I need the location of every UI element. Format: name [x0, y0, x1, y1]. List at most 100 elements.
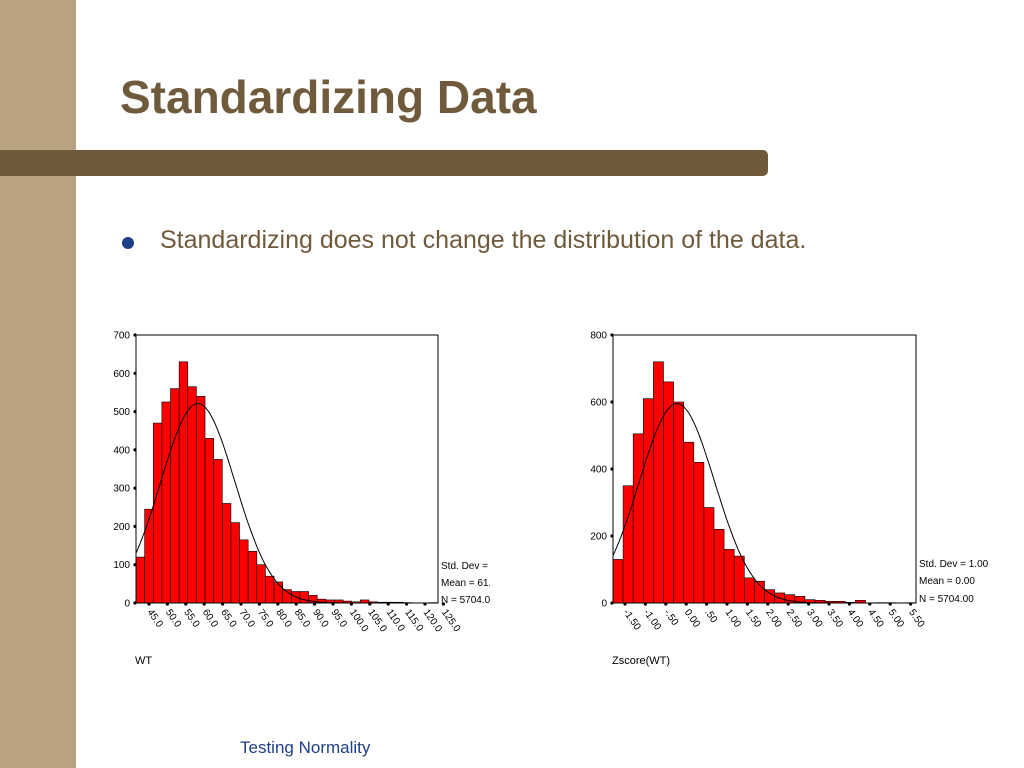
- histogram-wt-y-tick-label: 300: [113, 484, 130, 495]
- histogram-zscore-bar: [642, 398, 654, 604]
- histogram-wt-stat-std: Std. Dev = 11.14: [441, 561, 490, 572]
- histogram-zscore-stat-mean: Mean = 0.00: [919, 576, 975, 587]
- histogram-wt-bar: [196, 395, 206, 604]
- histogram-zscore-x-tick-mark: [725, 602, 729, 606]
- histogram-zscore-bar: [622, 485, 634, 604]
- histogram-zscore-y-tick-mark: [610, 333, 614, 337]
- histogram-zscore-x-label: Zscore(WT): [612, 655, 670, 667]
- histogram-wt-bar: [299, 591, 309, 604]
- histogram-zscore-x-tick-mark: [766, 602, 770, 606]
- histogram-wt-x-tick-label: 95.0: [329, 607, 349, 630]
- histogram-zscore-x-tick-label: -.50: [661, 607, 680, 628]
- histogram-zscore-y-axis: 0 200 400 600 800: [590, 331, 614, 610]
- histogram-zscore-y-tick-mark: [610, 534, 614, 538]
- histogram-zscore: 0 200 400 600 800 -1.50 -1.00 -.50 0.00.50 1.00 1…: [588, 322, 1008, 687]
- histogram-zscore-bar: [683, 441, 695, 604]
- histogram-zscore-x-tick-label: 1.50: [743, 607, 763, 630]
- histogram-wt-x-tick-mark: [239, 602, 243, 606]
- histogram-wt-y-tick-mark: [133, 601, 137, 605]
- histogram-wt-bar: [230, 522, 240, 604]
- histogram-wt-bar: [135, 556, 145, 604]
- histogram-zscore-y-tick-mark: [610, 601, 614, 605]
- histogram-wt-x-tick-label: 75.0: [255, 607, 275, 630]
- histogram-wt-x-axis: 45.050.055.060.065.070.075.080.085.090.0…: [145, 602, 463, 635]
- histogram-wt-bar: [265, 575, 275, 604]
- histogram-zscore-x-tick-label: 5.00: [886, 607, 906, 630]
- histogram-zscore-x-tick-label: 1.00: [723, 607, 743, 630]
- histogram-wt-frame: [135, 334, 439, 604]
- histogram-zscore-x-axis: -1.50-1.00-.50 0.00.50 1.00 1.50 2.00 2.50 3.0…: [621, 602, 927, 633]
- histogram-zscore-x-tick-label: 4.00: [845, 607, 865, 630]
- histogram-wt-y-tick-label: 500: [113, 407, 130, 418]
- histogram-wt-bar: [273, 581, 283, 604]
- histogram-zscore-x-tick-mark: [888, 602, 892, 606]
- histogram-zscore-bar: [713, 529, 725, 604]
- histogram-wt-x-tick-mark: [368, 602, 372, 606]
- histogram-zscore-x-tick-label: 5.50: [906, 607, 926, 630]
- histogram-zscore-x-tick-label: .50: [702, 607, 719, 625]
- left-accent-bar: [0, 0, 76, 768]
- histogram-zscore-bar: [693, 462, 705, 604]
- histogram-zscore-bar: [723, 549, 735, 604]
- histogram-wt-x-tick-mark: [202, 602, 206, 606]
- bullet-dot-icon: [122, 237, 134, 249]
- slide-title: Standardizing Data: [120, 71, 537, 123]
- histogram-wt-y-tick-mark: [133, 524, 137, 528]
- histogram-wt-x-tick-label: 70.0: [237, 607, 257, 630]
- histogram-zscore-y-tick-label: 800: [590, 331, 607, 342]
- histogram-zscore-bar: [733, 555, 745, 604]
- histogram-zscore-x-tick-mark: [847, 602, 851, 606]
- histogram-zscore-x-tick-label: 2.50: [784, 607, 804, 630]
- histogram-wt-y-tick-label: 200: [113, 522, 130, 533]
- histogram-wt-x-tick-mark: [386, 602, 390, 606]
- histogram-zscore-bar: [703, 507, 715, 604]
- histogram-wt-x-tick-mark: [165, 602, 169, 606]
- histogram-wt: 0 100 200 300 400 500 600 700 45.0 50.0 55.0 60.0 6…: [110, 322, 515, 687]
- histogram-wt-bars: [135, 361, 439, 604]
- histogram-wt-x-tick-mark: [294, 602, 298, 606]
- histogram-wt-bar: [213, 459, 223, 604]
- histogram-wt-bar: [187, 386, 197, 604]
- histogram-zscore-x-tick-label: 0.00: [682, 607, 702, 630]
- histogram-wt-x-tick-label: 55.0: [181, 607, 201, 630]
- histogram-wt-y-tick-label: 600: [113, 369, 130, 380]
- histogram-wt-y-tick-label: 100: [113, 560, 130, 571]
- histogram-zscore-bar: [632, 433, 644, 604]
- histogram-wt-x-tick-label: 80.0: [273, 607, 293, 630]
- histogram-zscore-x-tick-mark: [684, 602, 688, 606]
- histogram-wt-x-tick-mark: [257, 602, 261, 606]
- histogram-wt-y-tick-label: 0: [124, 599, 130, 610]
- histogram-zscore-bar: [663, 381, 674, 604]
- histogram-zscore-stat-std: Std. Dev = 1.00: [919, 559, 989, 570]
- histogram-wt-y-tick-label: 700: [113, 331, 130, 342]
- histogram-zscore-y-tick-label: 400: [590, 465, 607, 476]
- histogram-zscore-x-tick-mark: [643, 602, 647, 606]
- histogram-zscore-bar: [612, 559, 624, 604]
- histogram-zscore-bar: [744, 577, 755, 604]
- histogram-wt-bar: [247, 551, 258, 604]
- histogram-wt-x-tick-label: 90.0: [310, 607, 330, 630]
- histogram-wt-x-tick-mark: [441, 602, 445, 606]
- histogram-wt-y-tick-label: 400: [113, 445, 130, 456]
- histogram-zscore-y-tick-mark: [610, 400, 614, 404]
- histogram-wt-y-axis: 0 100 200 300 400 500 600 700: [113, 331, 137, 610]
- histogram-wt-stat-mean: Mean = 61.9: [441, 578, 490, 589]
- histogram-wt-stat-n: N = 5704.00: [441, 595, 490, 606]
- histogram-wt-x-tick-mark: [276, 602, 280, 606]
- histogram-zscore-x-tick-mark: [868, 602, 872, 606]
- histogram-wt-x-tick-label: 125.0: [439, 607, 463, 634]
- histogram-zscore-x-tick-mark: [664, 602, 668, 606]
- histogram-wt-y-tick-mark: [133, 410, 137, 414]
- histogram-wt-x-tick-label: 110.0: [384, 607, 407, 634]
- histogram-wt-y-tick-mark: [133, 486, 137, 490]
- histogram-zscore-x-tick-mark: [705, 602, 709, 606]
- histogram-zscore-x-tick-mark: [827, 602, 831, 606]
- histogram-wt-bar: [204, 438, 214, 604]
- histogram-wt-svg: 0 100 200 300 400 500 600 700 45.050.055.060.06…: [113, 331, 515, 668]
- histogram-wt-y-tick-mark: [133, 563, 137, 567]
- histogram-zscore-bar: [764, 589, 775, 604]
- histogram-wt-bar: [256, 564, 266, 604]
- histogram-zscore-x-tick-label: 3.50: [825, 607, 845, 630]
- histogram-wt-x-tick-mark: [147, 602, 151, 606]
- histogram-zscore-x-tick-label: 3.00: [804, 607, 824, 630]
